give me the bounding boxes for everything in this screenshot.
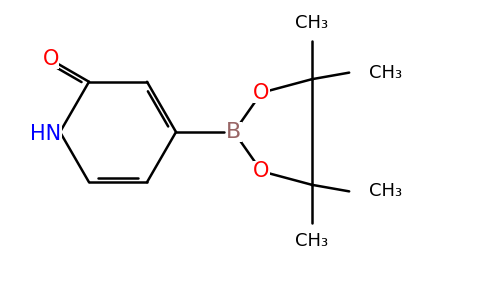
Text: O: O <box>253 83 270 103</box>
Text: CH₃: CH₃ <box>295 14 328 32</box>
Text: O: O <box>43 49 59 69</box>
Text: CH₃: CH₃ <box>369 182 402 200</box>
Text: B: B <box>227 122 242 142</box>
Text: CH₃: CH₃ <box>369 64 402 82</box>
Text: HN: HN <box>30 124 61 144</box>
Text: CH₃: CH₃ <box>295 232 328 250</box>
Text: O: O <box>253 161 270 181</box>
